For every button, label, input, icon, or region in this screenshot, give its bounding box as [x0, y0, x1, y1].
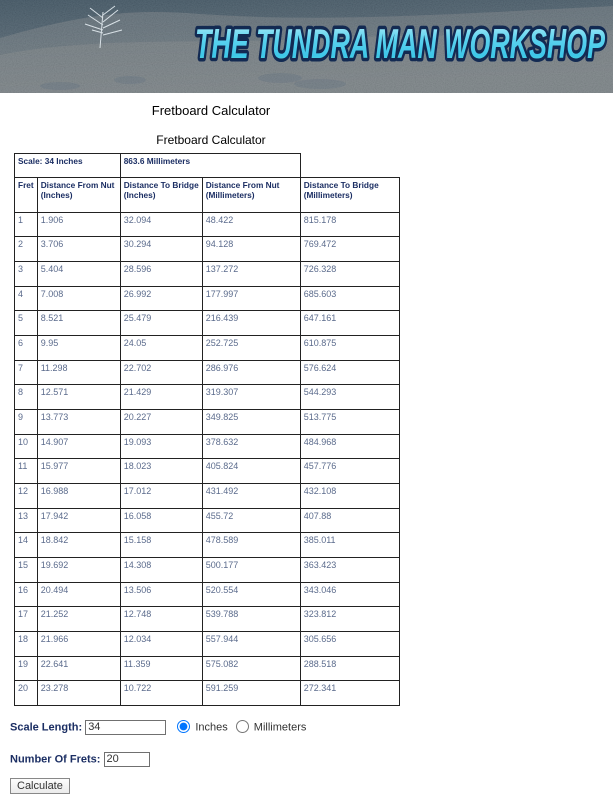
- svg-text:THE TUNDRA MAN WORKSHOP: THE TUNDRA MAN WORKSHOP: [195, 20, 606, 67]
